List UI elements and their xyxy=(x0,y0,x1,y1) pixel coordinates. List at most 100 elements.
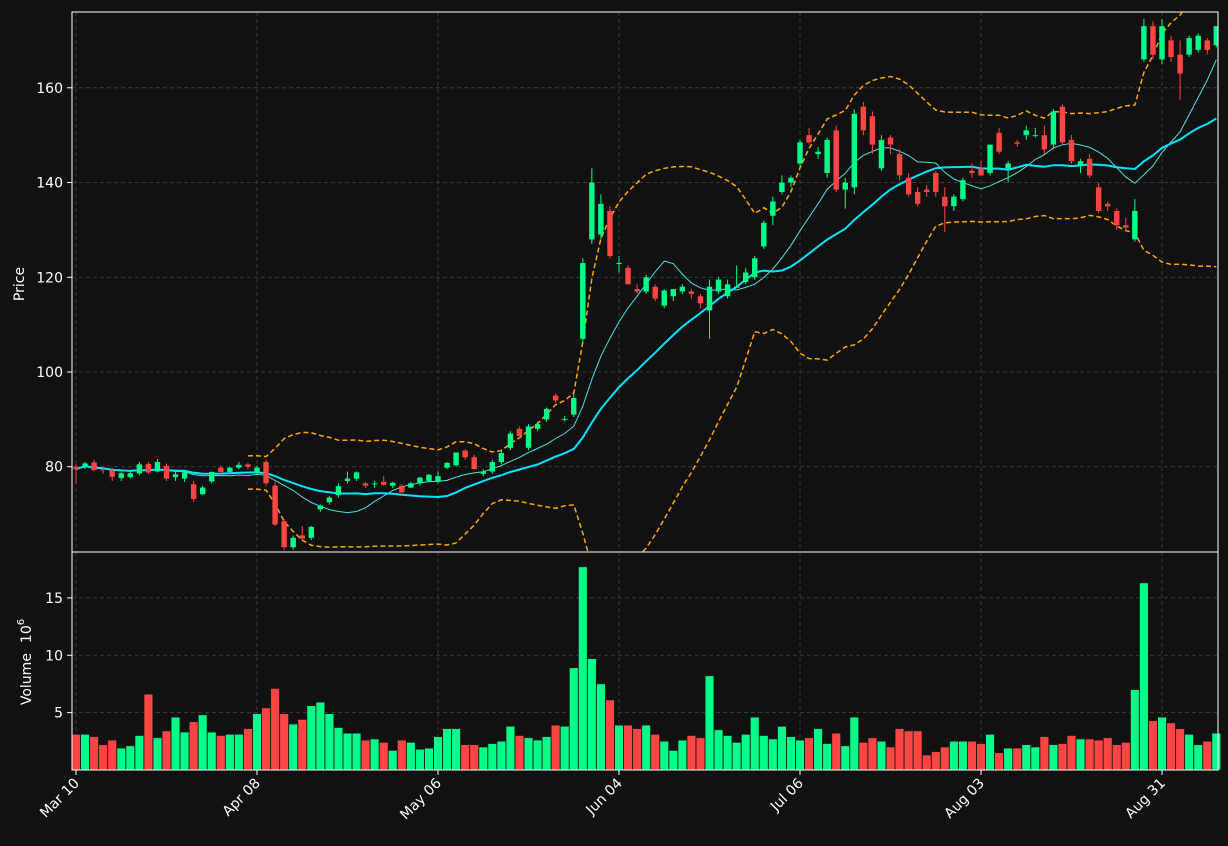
volume-bar xyxy=(813,728,823,771)
volume-bar xyxy=(1012,747,1022,771)
volume-bar xyxy=(415,749,425,771)
volume-bar xyxy=(876,741,887,771)
candle-body xyxy=(643,277,649,292)
candle-body xyxy=(914,192,921,204)
volume-bar xyxy=(849,716,859,771)
candle-body xyxy=(299,535,305,539)
volume-bar xyxy=(885,746,896,771)
volume-axis-label-text: Volume xyxy=(19,653,35,705)
volume-bar xyxy=(714,729,724,771)
volume-bar xyxy=(931,751,941,771)
volume-bar xyxy=(1130,689,1140,771)
price-panel-marks xyxy=(73,12,1218,552)
candle-body xyxy=(933,173,939,192)
volume-bar xyxy=(1076,738,1086,771)
candle-body xyxy=(697,296,704,304)
candle-body xyxy=(525,426,532,448)
volume-bar xyxy=(1039,736,1049,771)
volume-bar xyxy=(641,725,651,771)
candle-body xyxy=(181,472,188,479)
candle-body xyxy=(254,467,260,473)
candle-body xyxy=(1114,210,1120,226)
price-ytick-label: 80 xyxy=(45,460,63,476)
volume-bar xyxy=(940,746,950,771)
volume-bar xyxy=(949,741,959,771)
volume-bar xyxy=(904,730,914,771)
volume-bar xyxy=(370,738,380,771)
candle-body xyxy=(670,289,676,297)
candle-body xyxy=(1032,135,1038,137)
volume-panel-frame xyxy=(71,551,1219,771)
candle-body xyxy=(344,478,351,481)
candle-body xyxy=(733,286,740,288)
candle-body xyxy=(109,470,115,477)
candle-body xyxy=(869,116,876,145)
volume-bar xyxy=(1094,739,1104,771)
candle-body xyxy=(1068,139,1075,162)
candle-body xyxy=(1159,26,1165,60)
candle-body xyxy=(978,168,984,176)
candle-body xyxy=(743,272,749,282)
volume-bar xyxy=(388,750,398,771)
x-tick-label: Aug 31 xyxy=(1122,776,1168,822)
candle-body xyxy=(190,484,197,499)
volume-bar xyxy=(831,733,841,771)
volume-bar xyxy=(840,745,850,771)
volume-bar xyxy=(695,737,706,771)
volume-bar xyxy=(352,733,362,771)
price-ytick-label: 160 xyxy=(36,81,63,97)
candle-body xyxy=(444,462,450,468)
volume-bar xyxy=(786,736,796,771)
candle-body xyxy=(91,462,97,471)
volume-bar xyxy=(569,667,579,771)
x-tick-label: Apr 08 xyxy=(220,776,264,820)
candle-body xyxy=(462,450,468,458)
candle-body xyxy=(200,487,206,495)
volume-bar xyxy=(442,728,452,771)
volume-bar xyxy=(116,747,126,771)
candle-body xyxy=(797,142,803,164)
candle-body xyxy=(960,180,966,200)
candle-body xyxy=(851,113,857,188)
candle-body xyxy=(860,106,867,131)
candle-body xyxy=(534,424,541,429)
volume-bar xyxy=(315,702,325,771)
candle-body xyxy=(326,497,333,503)
volume-bar xyxy=(424,747,434,771)
volume-bar xyxy=(1066,735,1077,771)
volume-bar xyxy=(1085,738,1095,771)
volume-bar xyxy=(750,716,760,771)
volume-bar xyxy=(1157,716,1167,771)
volume-bar xyxy=(623,725,633,771)
volume-bar xyxy=(867,737,877,771)
volume-bar xyxy=(1148,720,1158,771)
candle-body xyxy=(824,139,830,174)
candle-body xyxy=(598,203,604,235)
candle-body xyxy=(761,222,767,247)
candle-body xyxy=(335,486,342,496)
volume-bar xyxy=(1139,582,1149,771)
candle-body xyxy=(263,462,269,484)
candle-body xyxy=(218,467,224,472)
volume-bar xyxy=(1112,744,1122,771)
volume-bar xyxy=(632,728,642,771)
volume-bar xyxy=(1021,744,1031,771)
volume-bar xyxy=(1166,722,1176,771)
volume-bar xyxy=(1003,747,1013,771)
volume-bar xyxy=(822,743,832,771)
candle-body xyxy=(752,258,758,278)
candle-body xyxy=(652,286,658,299)
volume-bar xyxy=(406,742,416,771)
volume-bar xyxy=(994,752,1004,771)
volume-bar xyxy=(234,734,244,771)
candle-body xyxy=(408,483,414,488)
candle-body xyxy=(905,177,912,195)
volume-bar xyxy=(189,721,199,771)
volume-bar xyxy=(605,699,615,771)
volume-bar xyxy=(514,735,525,771)
candle-body xyxy=(118,473,124,479)
volume-bar xyxy=(1175,728,1185,771)
volume-bar xyxy=(469,744,479,771)
price-axis-label: Price xyxy=(12,267,28,301)
volume-bar xyxy=(976,743,986,771)
